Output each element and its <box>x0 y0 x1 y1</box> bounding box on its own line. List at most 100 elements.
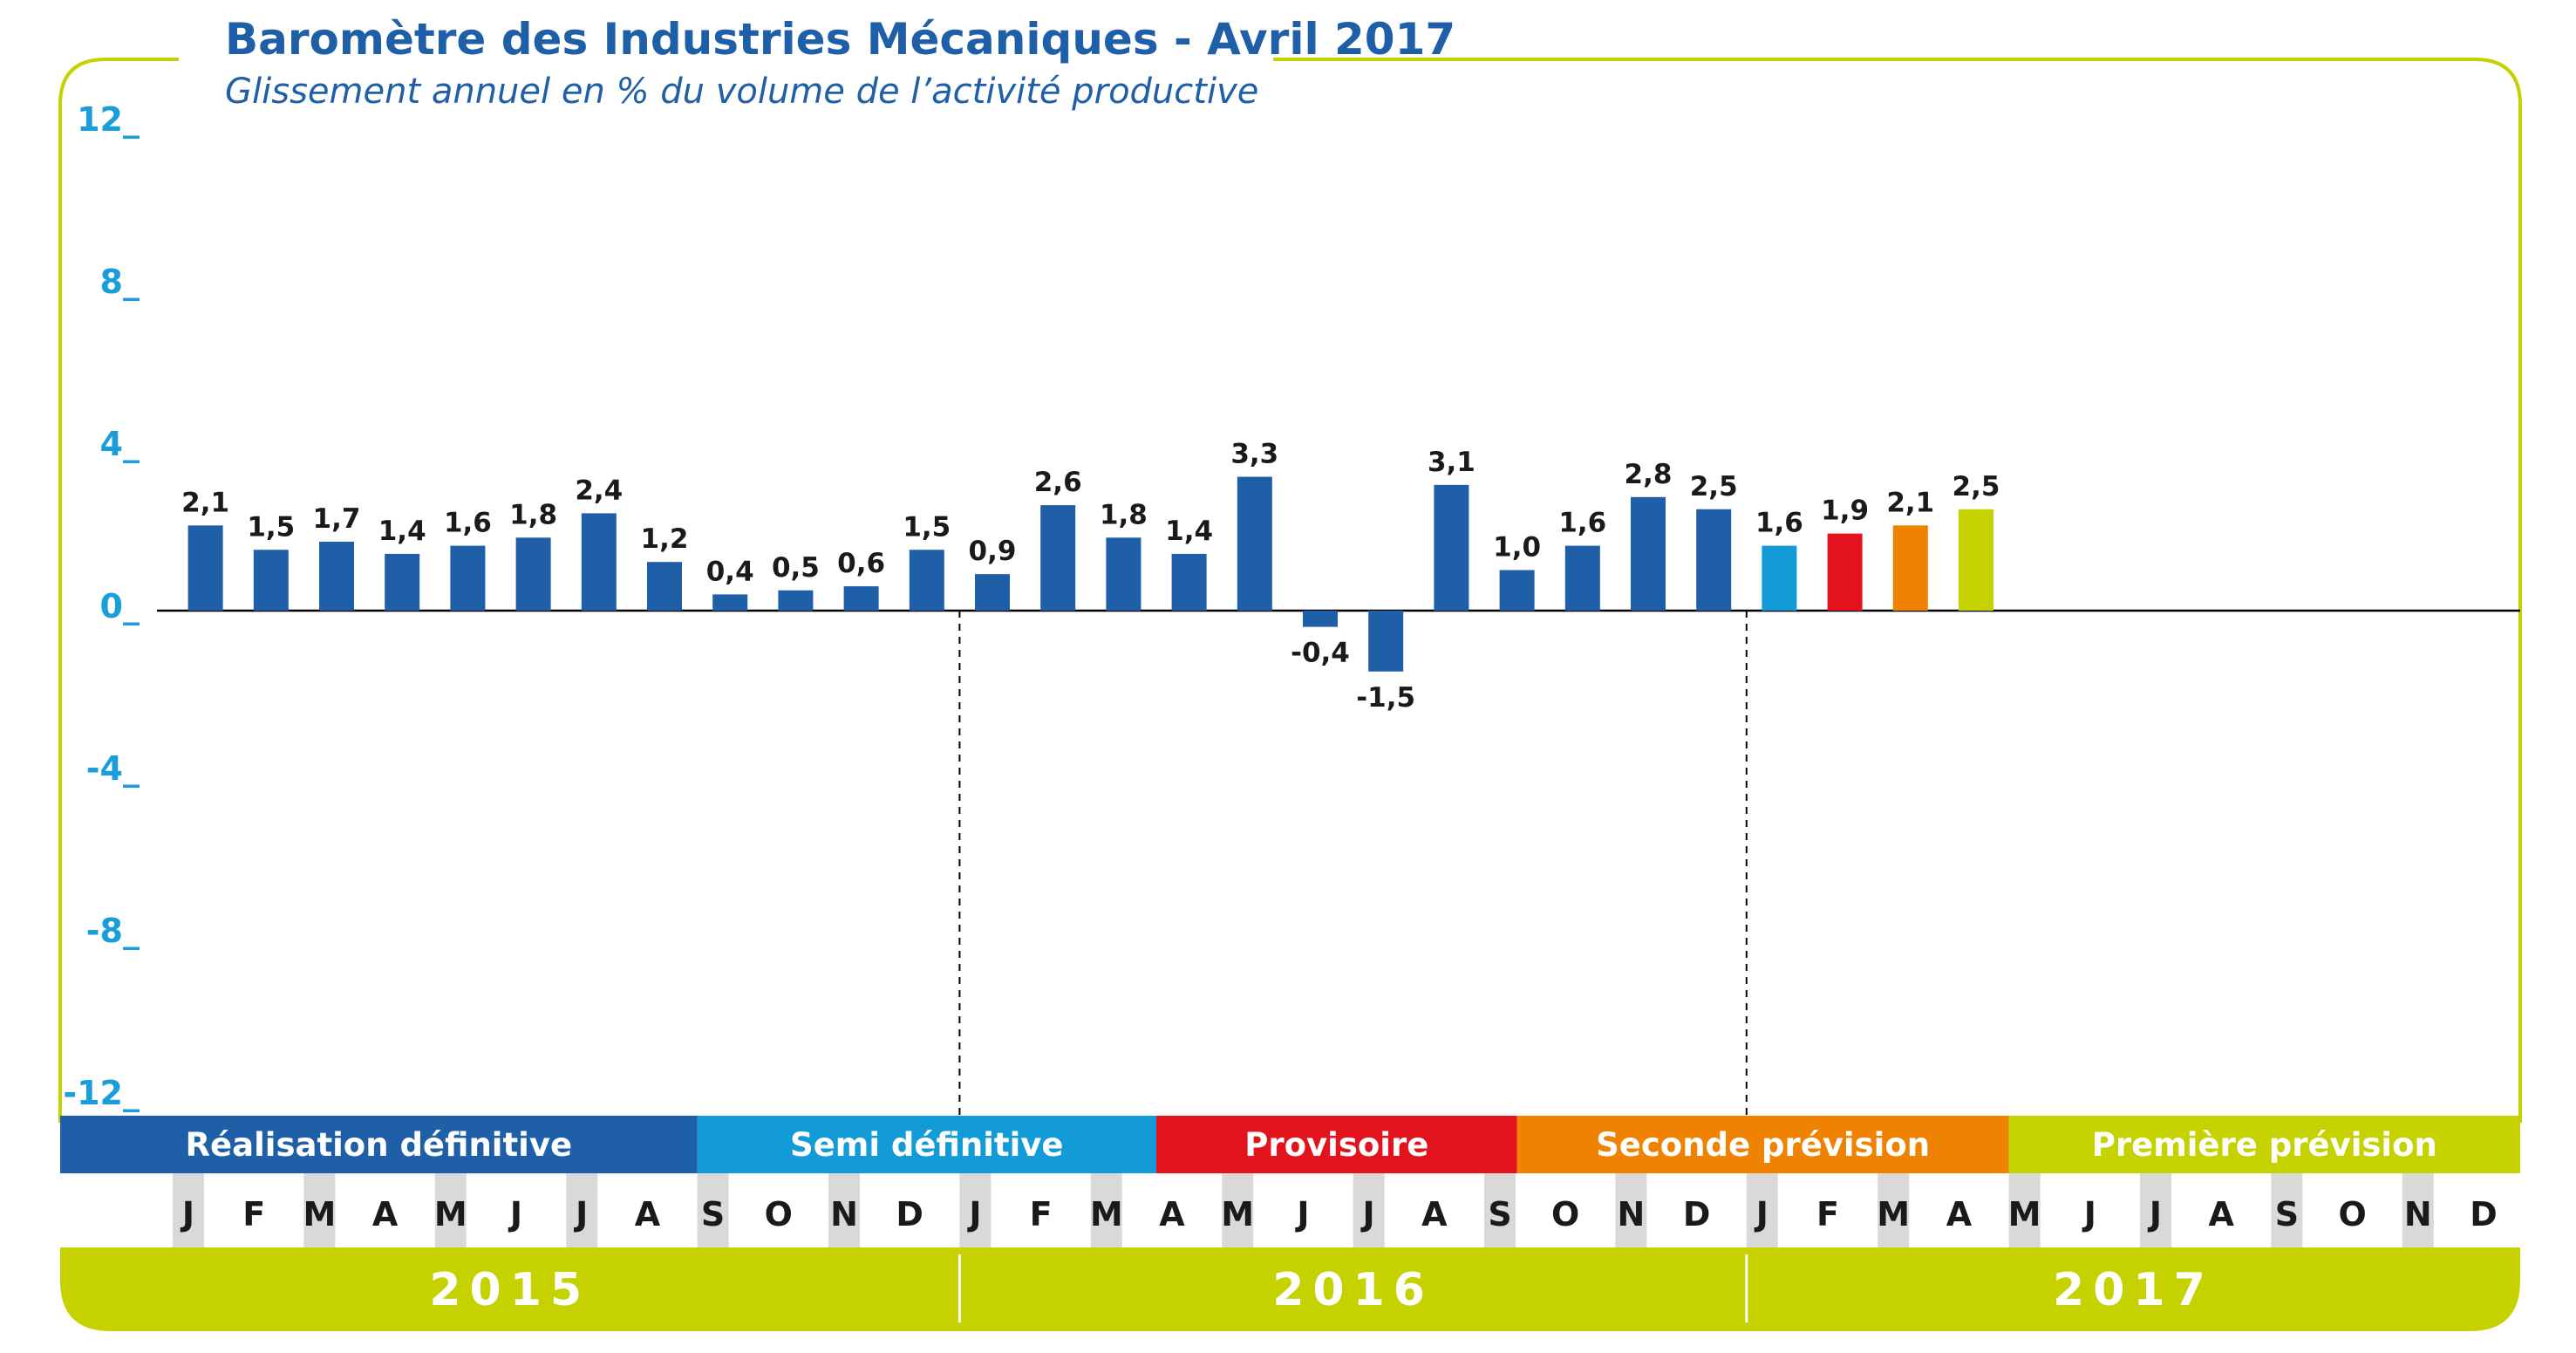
bar-value-label: 1,4 <box>1165 516 1213 547</box>
bar-value-label: 1,0 <box>1493 532 1541 564</box>
month-label: J <box>1360 1195 1375 1233</box>
bar <box>843 586 879 611</box>
month-shade <box>828 1173 860 1247</box>
month-label: N <box>1617 1195 1645 1233</box>
value-labels: 2,1 1,5 1,7 1,4 1,6 1,8 2,4 1,2 0,4 0,5 0,6 1,5 0,9 2… <box>181 439 2000 714</box>
month-shade <box>303 1173 336 1247</box>
y-tick-label: -4_ <box>86 749 140 788</box>
month-shade <box>2008 1173 2041 1247</box>
bar <box>1892 525 1928 611</box>
bar-value-label: 2,1 <box>181 487 229 518</box>
bar <box>1959 509 1993 611</box>
bar <box>1368 611 1404 672</box>
phase-label: Semi définitive <box>790 1126 1063 1164</box>
y-tick-label: 8_ <box>100 263 140 301</box>
month-label: J <box>966 1195 981 1233</box>
y-tick-label: 12_ <box>77 100 140 139</box>
month-label: M <box>1090 1195 1123 1233</box>
bar-value-label: 0,9 <box>969 536 1017 567</box>
month-label: M <box>303 1195 336 1233</box>
bar-value-label: 1,8 <box>509 499 557 530</box>
chart-frame <box>58 58 2522 1123</box>
month-shade <box>566 1173 598 1247</box>
bar-value-label: 0,6 <box>837 548 885 579</box>
bar-value-label: 2,4 <box>575 475 623 506</box>
bar-value-label: 1,2 <box>641 523 689 555</box>
bar <box>909 550 944 611</box>
month-shade <box>1877 1173 1910 1247</box>
year-label: 2017 <box>2053 1264 2214 1316</box>
month-label: O <box>2338 1195 2366 1233</box>
phase-band-seconde <box>1516 1116 2009 1173</box>
month-label: A <box>2208 1195 2234 1233</box>
bar-value-label: 1,6 <box>1558 508 1606 539</box>
bar-value-label: -1,5 <box>1356 682 1415 714</box>
month-label: J <box>180 1195 194 1233</box>
bar <box>1564 545 1600 611</box>
year-label: 2015 <box>429 1264 590 1316</box>
month-label: J <box>573 1195 588 1233</box>
bar <box>1237 476 1272 611</box>
bar <box>450 545 486 611</box>
bar <box>712 594 748 611</box>
month-shade <box>1615 1173 1647 1247</box>
month-label: O <box>765 1195 793 1233</box>
bar-value-label: 2,6 <box>1034 467 1082 498</box>
month-shade <box>2402 1173 2434 1247</box>
bar <box>1631 496 1666 611</box>
month-label: N <box>830 1195 858 1233</box>
month-shade <box>1090 1173 1122 1247</box>
bar-value-label: 3,1 <box>1428 447 1475 478</box>
bar <box>1434 484 1469 611</box>
bar-value-label: 1,8 <box>1100 499 1148 530</box>
bar-series <box>187 476 1993 672</box>
month-label: M <box>2008 1195 2041 1233</box>
phase-legend-band: Réalisation définitive Semi définitive Pro… <box>60 1116 2520 1173</box>
bar-value-label: 0,5 <box>772 552 820 584</box>
month-label: F <box>1030 1195 1053 1233</box>
bar-value-label: -0,4 <box>1291 638 1350 669</box>
month-label: N <box>2404 1195 2432 1233</box>
month-label: F <box>1816 1195 1839 1233</box>
y-tick-label: -12_ <box>63 1074 140 1112</box>
bar <box>253 550 289 611</box>
month-shade <box>2140 1173 2171 1247</box>
month-shade <box>697 1173 729 1247</box>
bar-value-label: 2,5 <box>1952 471 2000 502</box>
month-shade <box>173 1173 204 1247</box>
bar-value-label: 1,5 <box>247 511 295 543</box>
bar <box>1106 537 1141 611</box>
month-label: D <box>896 1195 923 1233</box>
year-label: 2016 <box>1272 1264 1434 1316</box>
bar-value-label: 3,3 <box>1230 439 1278 470</box>
y-tick-label: 4_ <box>100 425 140 463</box>
month-label: S <box>2275 1195 2299 1233</box>
month-label: J <box>1294 1195 1309 1233</box>
month-label: M <box>1221 1195 1254 1233</box>
phase-label: Provisoire <box>1244 1126 1428 1164</box>
month-label: M <box>1877 1195 1910 1233</box>
y-tick-label: 0_ <box>100 587 140 625</box>
bar-value-label: 1,7 <box>313 503 361 535</box>
bar-value-label: 1,9 <box>1821 495 1869 527</box>
phase-label: Seconde prévision <box>1596 1126 1930 1164</box>
chart-title: Baromètre des Industries Mécaniques - Av… <box>225 14 1455 65</box>
phase-band-provisoire <box>1156 1116 1517 1173</box>
month-shade <box>2271 1173 2303 1247</box>
bar-value-label: 1,5 <box>903 511 951 543</box>
bar <box>319 541 354 611</box>
y-axis: 12_ 8_ 4_ 0_ -4_ -8_ -12_ <box>63 100 140 1112</box>
bar-value-label: 2,5 <box>1690 471 1738 502</box>
bar <box>1171 553 1207 611</box>
month-shade <box>1484 1173 1516 1247</box>
bar-value-label: 1,6 <box>1755 508 1803 539</box>
bar-value-label: 0,4 <box>706 556 754 587</box>
month-label: A <box>1159 1195 1185 1233</box>
period-dividers <box>958 611 1748 1116</box>
month-label: O <box>1551 1195 1579 1233</box>
bar-value-label: 1,6 <box>444 508 492 539</box>
month-label: A <box>1946 1195 1973 1233</box>
month-shade <box>959 1173 992 1247</box>
bar <box>187 525 223 611</box>
